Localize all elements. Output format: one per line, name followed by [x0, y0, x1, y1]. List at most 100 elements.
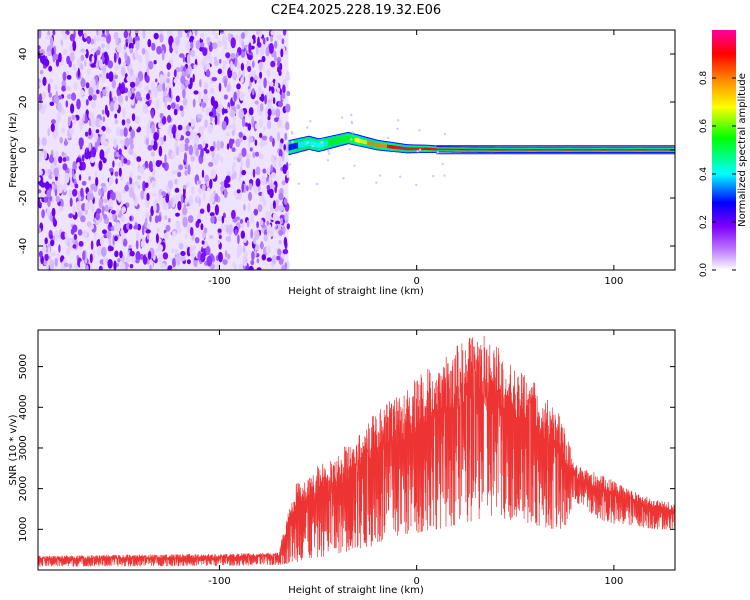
noise-blob	[245, 252, 248, 257]
noise-blob	[113, 138, 118, 149]
noise-blob	[174, 187, 180, 193]
noise-blob	[158, 253, 163, 265]
noise-blob	[113, 101, 119, 111]
signal-cell	[352, 137, 355, 142]
noise-blob	[91, 146, 97, 158]
noise-blob	[248, 191, 252, 202]
signal-cell	[579, 149, 581, 151]
noise-blob	[231, 129, 235, 137]
noise-blob	[121, 65, 126, 77]
noise-blob	[110, 191, 116, 201]
signal-cell	[316, 142, 318, 148]
noise-blob	[270, 164, 274, 173]
signal-cell	[305, 140, 307, 147]
noise-blob	[191, 186, 195, 196]
noise-blob	[118, 167, 122, 177]
noise-blob	[152, 192, 157, 197]
noise-blob	[76, 98, 81, 110]
noise-blob	[88, 142, 92, 152]
signal-cell	[456, 148, 458, 151]
noise-blob	[229, 109, 235, 118]
noise-speck	[309, 120, 312, 123]
noise-blob	[55, 195, 60, 203]
noise-blob	[254, 123, 258, 130]
noise-blob	[250, 76, 254, 83]
noise-blob	[184, 197, 188, 206]
signal-cell	[357, 138, 360, 143]
noise-blob	[99, 59, 103, 69]
signal-cell	[634, 149, 637, 151]
signal-cell	[655, 149, 657, 151]
noise-blob	[231, 209, 236, 220]
signal-cell	[635, 149, 638, 151]
signal-cell	[325, 140, 328, 146]
noise-blob	[244, 30, 248, 37]
noise-blob	[258, 30, 263, 38]
noise-blob	[137, 223, 142, 231]
signal-cell	[542, 149, 545, 151]
noise-blob	[45, 34, 51, 40]
noise-blob	[104, 204, 109, 212]
signal-cell	[561, 149, 564, 151]
signal-cell	[288, 144, 291, 151]
noise-blob	[173, 78, 178, 84]
signal-cell	[560, 149, 563, 151]
signal-cell	[489, 148, 492, 151]
noise-blob	[47, 168, 51, 175]
noise-blob	[73, 233, 78, 241]
signal-cell	[420, 147, 423, 151]
noise-blob	[211, 151, 215, 159]
signal-cell	[622, 149, 625, 151]
signal-cell	[503, 149, 505, 151]
noise-blob	[246, 185, 249, 192]
noise-blob	[236, 189, 241, 194]
signal-cell	[526, 149, 528, 151]
noise-blob	[209, 87, 215, 95]
noise-blob	[158, 145, 163, 157]
noise-blob	[65, 156, 70, 162]
signal-cell	[644, 149, 646, 151]
signal-cell	[335, 138, 338, 144]
signal-cell	[565, 149, 568, 151]
signal-cell	[545, 149, 548, 151]
noise-blob	[103, 257, 107, 266]
signal-cell	[589, 149, 591, 151]
spectrogram-x-ticks: -100 0 100	[208, 30, 623, 287]
signal-cell	[517, 149, 519, 151]
noise-blob	[268, 42, 274, 54]
signal-cell	[323, 141, 325, 147]
signal-cell	[642, 149, 645, 151]
noise-blob	[40, 182, 46, 188]
signal-cell	[541, 149, 544, 151]
noise-blob	[90, 63, 96, 68]
noise-blob	[168, 179, 173, 190]
noise-blob	[168, 149, 172, 157]
noise-blob	[78, 210, 82, 218]
noise-blob	[118, 57, 122, 65]
noise-blob	[71, 114, 76, 120]
noise-blob	[90, 117, 97, 128]
noise-blob	[206, 37, 211, 43]
noise-blob	[189, 226, 194, 236]
signal-cell	[497, 149, 500, 151]
signal-cell	[459, 148, 461, 151]
noise-blob	[116, 44, 122, 53]
noise-blob	[170, 197, 174, 207]
noise-blob	[221, 120, 227, 131]
noise-blob	[150, 205, 154, 217]
noise-blob	[161, 115, 167, 125]
signal-cell	[382, 144, 384, 148]
noise-blob	[174, 36, 180, 46]
signal-cell	[529, 149, 531, 151]
noise-blob	[248, 179, 254, 184]
noise-blob	[213, 56, 218, 62]
signal-cell	[389, 144, 391, 149]
noise-blob	[233, 190, 238, 197]
noise-blob	[124, 184, 129, 192]
noise-blob	[151, 42, 156, 51]
signal-cell	[327, 140, 330, 146]
signal-cell	[480, 148, 483, 151]
noise-blob	[244, 108, 248, 114]
noise-blob	[223, 188, 228, 199]
noise-blob	[283, 198, 288, 206]
